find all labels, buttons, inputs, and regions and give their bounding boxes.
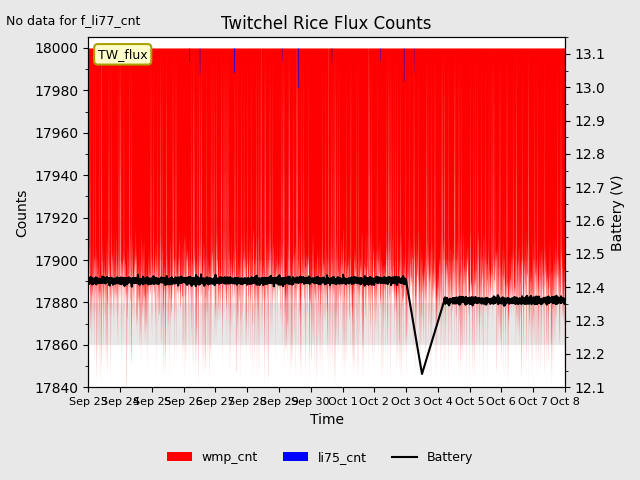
Bar [88,260,565,302]
Legend: wmp_cnt, li75_cnt, Battery: wmp_cnt, li75_cnt, Battery [162,446,478,469]
Bar [88,302,565,345]
Y-axis label: Battery (V): Battery (V) [611,174,625,251]
Text: TW_flux: TW_flux [98,48,148,61]
Bar [88,133,565,175]
Bar [88,90,565,133]
Y-axis label: Counts: Counts [15,188,29,237]
Title: Twitchel Rice Flux Counts: Twitchel Rice Flux Counts [221,15,432,33]
Bar [88,217,565,260]
Text: No data for f_li77_cnt: No data for f_li77_cnt [6,14,141,27]
Bar [88,345,565,387]
X-axis label: Time: Time [310,413,344,427]
Bar [88,48,565,90]
Bar [88,175,565,217]
